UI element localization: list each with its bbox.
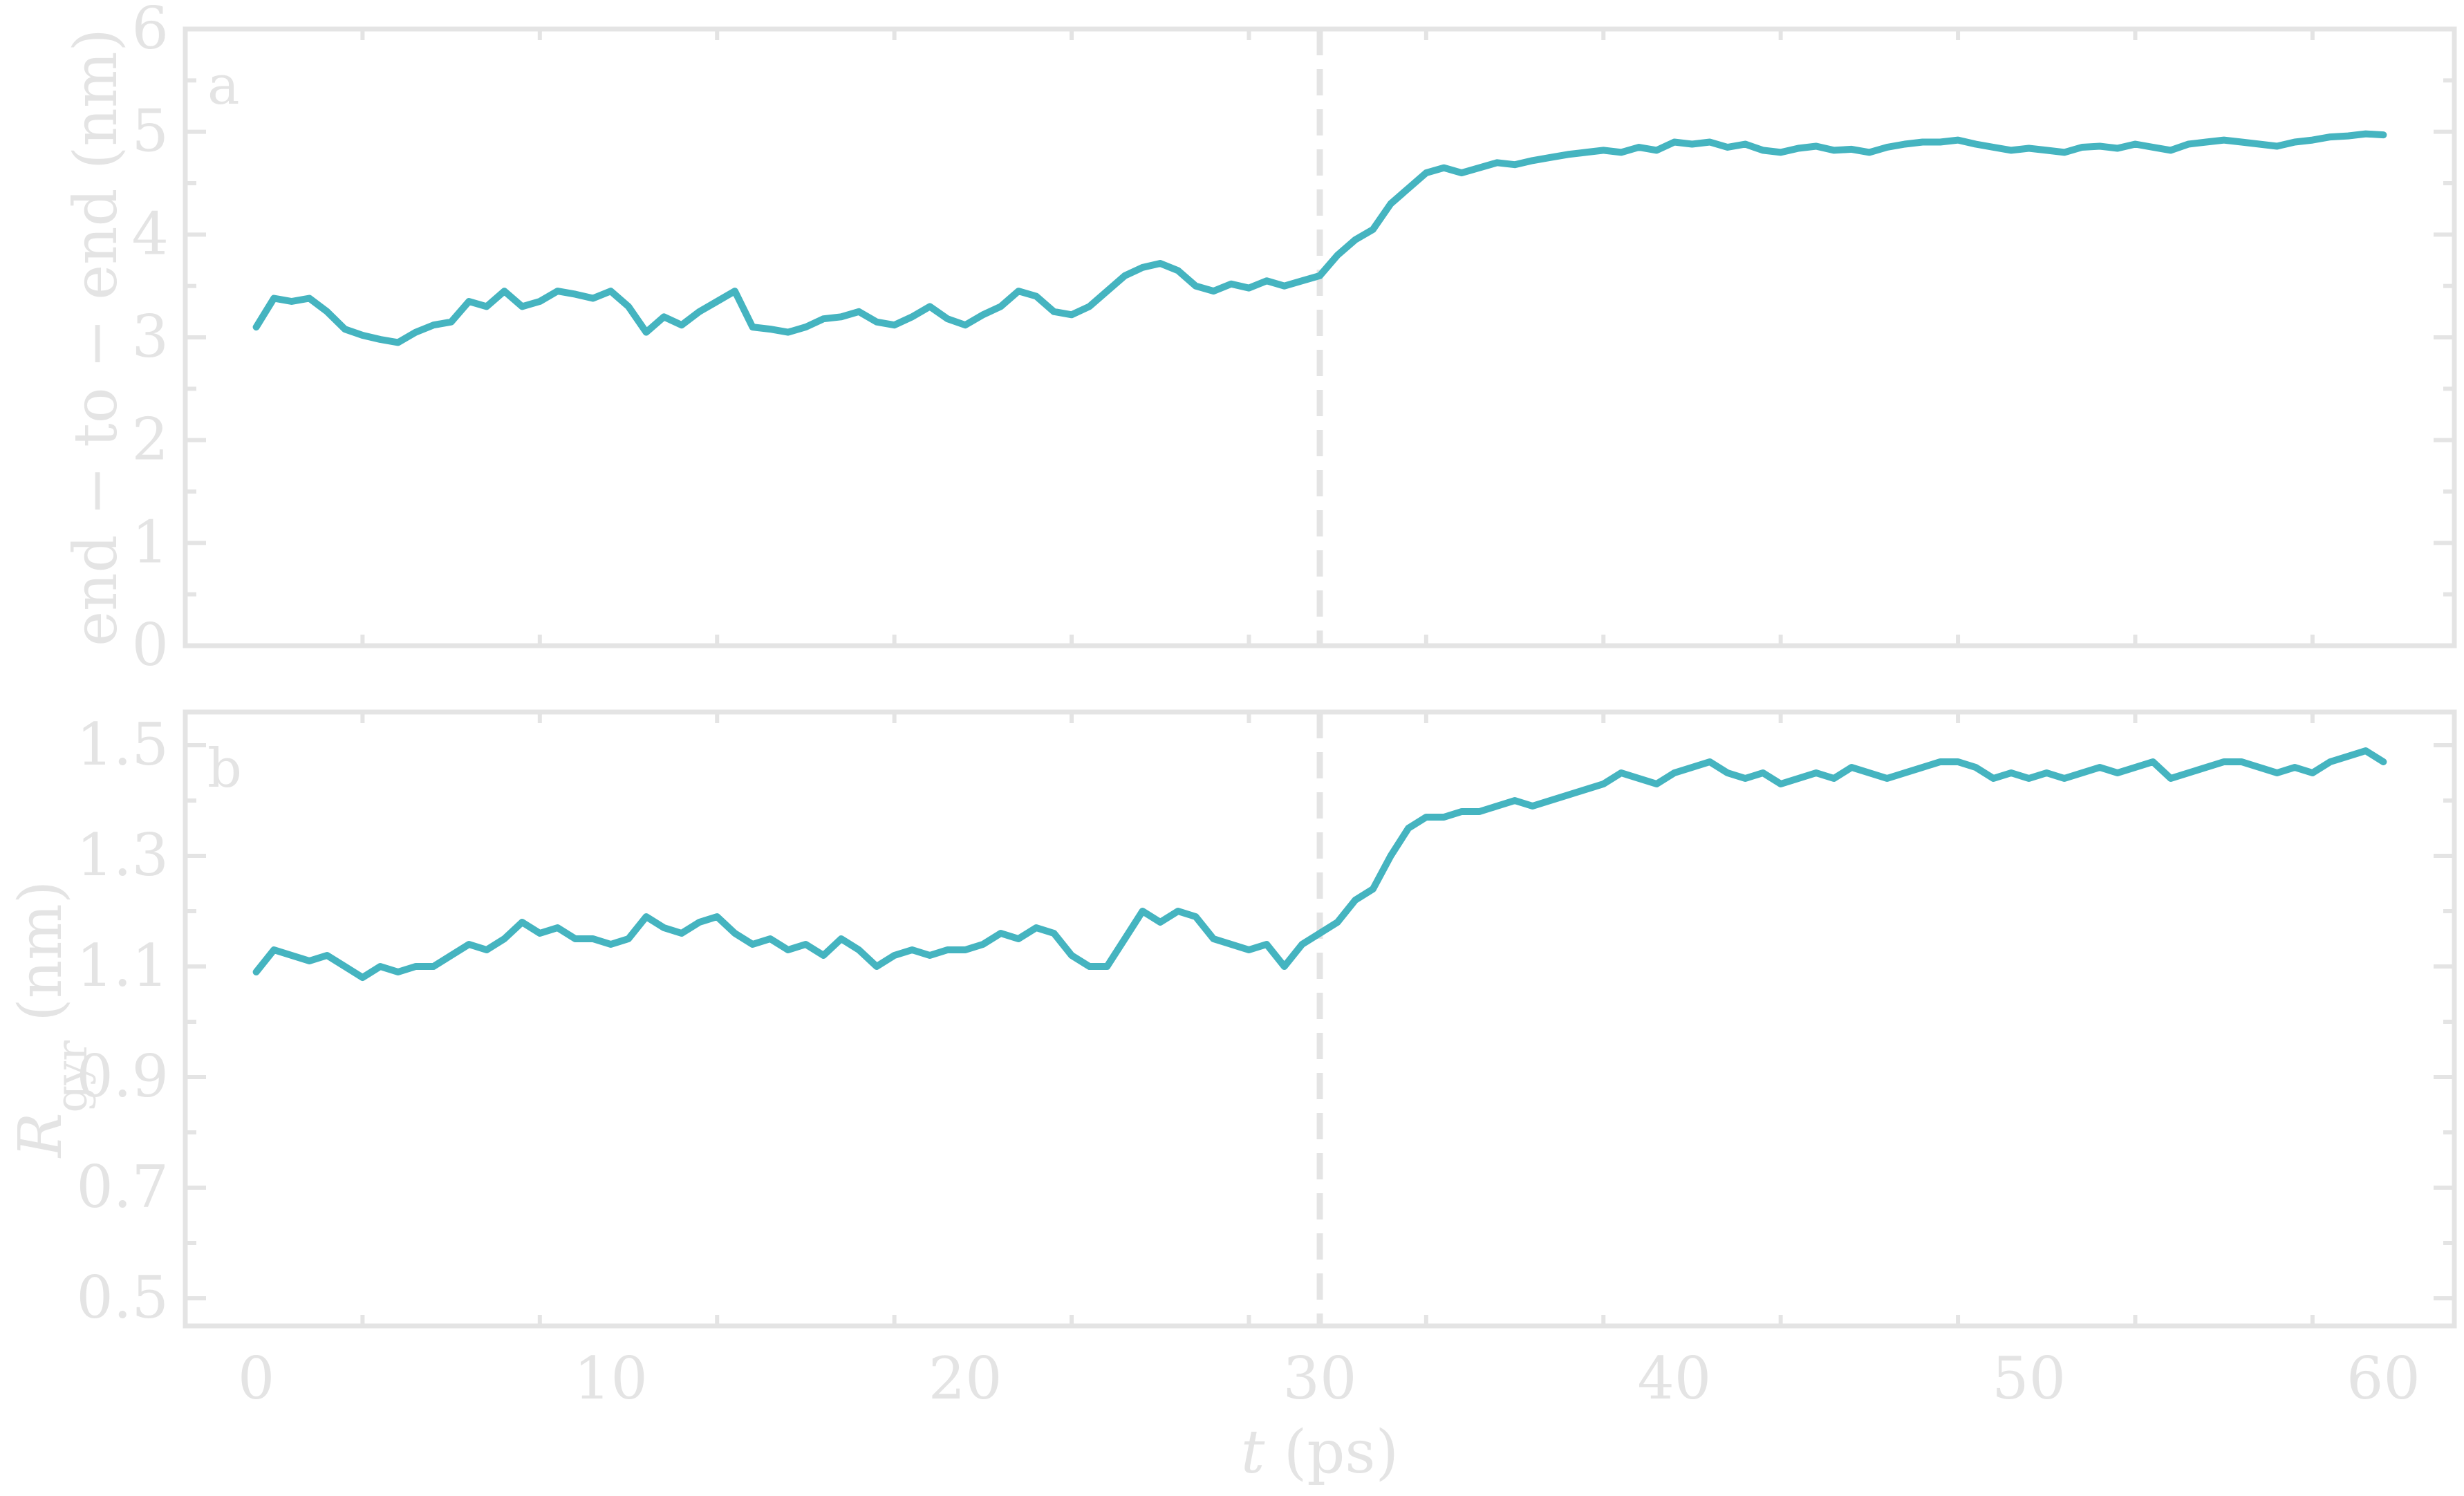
panel-b-xlabel: t (ps) — [1241, 1418, 1399, 1487]
ytick-label: 0.7 — [76, 1153, 169, 1221]
ytick-label: 0 — [132, 611, 169, 679]
xtick-label: 10 — [574, 1345, 648, 1412]
panel-a-ticks — [185, 27, 2454, 648]
ytick-label: 4 — [132, 200, 169, 268]
ytick-label: 2 — [132, 406, 169, 474]
xtick-label: 50 — [1992, 1345, 2066, 1412]
ytick-label: 1.3 — [76, 821, 169, 889]
xtick-label: 0 — [238, 1345, 274, 1412]
xtick-label: 20 — [928, 1345, 1002, 1412]
xtick-label: 60 — [2346, 1345, 2420, 1412]
panel-b-ticks — [185, 712, 2454, 1326]
ylabel-subscript: gyr — [46, 1040, 97, 1113]
ytick-label: 5 — [132, 97, 169, 165]
panel-a: 0 1 2 3 4 5 6 a end − to − end (nm) — [62, 0, 2457, 679]
ytick-label: 3 — [132, 303, 169, 371]
ytick-label: 1.5 — [76, 711, 169, 778]
panel-a-series — [252, 130, 2387, 346]
ytick-label: 0.5 — [76, 1264, 169, 1331]
xtick-label: 30 — [1283, 1345, 1357, 1412]
xlabel-unit: (ps) — [1264, 1418, 1399, 1487]
ytick-label: 0.9 — [76, 1042, 169, 1110]
panel-b-ytick-labels: 0.5 0.7 0.9 1.1 1.3 1.5 — [76, 711, 169, 1331]
panel-a-ylabel: end − to − end (nm) — [62, 28, 131, 646]
xlabel-symbol: t — [1241, 1418, 1265, 1487]
panel-b: 0.5 0.7 0.9 1.1 1.3 1.5 0 10 20 30 40 50 60 b Rgyr … — [6, 709, 2457, 1487]
panel-b-series — [252, 747, 2387, 981]
series-line — [252, 747, 2387, 981]
panel-a-ytick-labels: 0 1 2 3 4 5 6 — [132, 0, 169, 679]
ylabel-unit: (nm) — [6, 881, 75, 1040]
series-line — [252, 130, 2387, 346]
ytick-label: 6 — [132, 0, 169, 62]
panel-b-label: b — [207, 738, 242, 800]
ytick-label: 1 — [132, 508, 169, 576]
ytick-label: 1.1 — [76, 932, 169, 1000]
panel-b-ylabel: Rgyr (nm) — [6, 881, 97, 1159]
xtick-label: 40 — [1637, 1345, 1711, 1412]
panel-a-label: a — [207, 55, 240, 117]
ylabel-symbol: R — [6, 1112, 75, 1159]
panel-b-xtick-labels: 0 10 20 30 40 50 60 — [238, 1345, 2420, 1412]
